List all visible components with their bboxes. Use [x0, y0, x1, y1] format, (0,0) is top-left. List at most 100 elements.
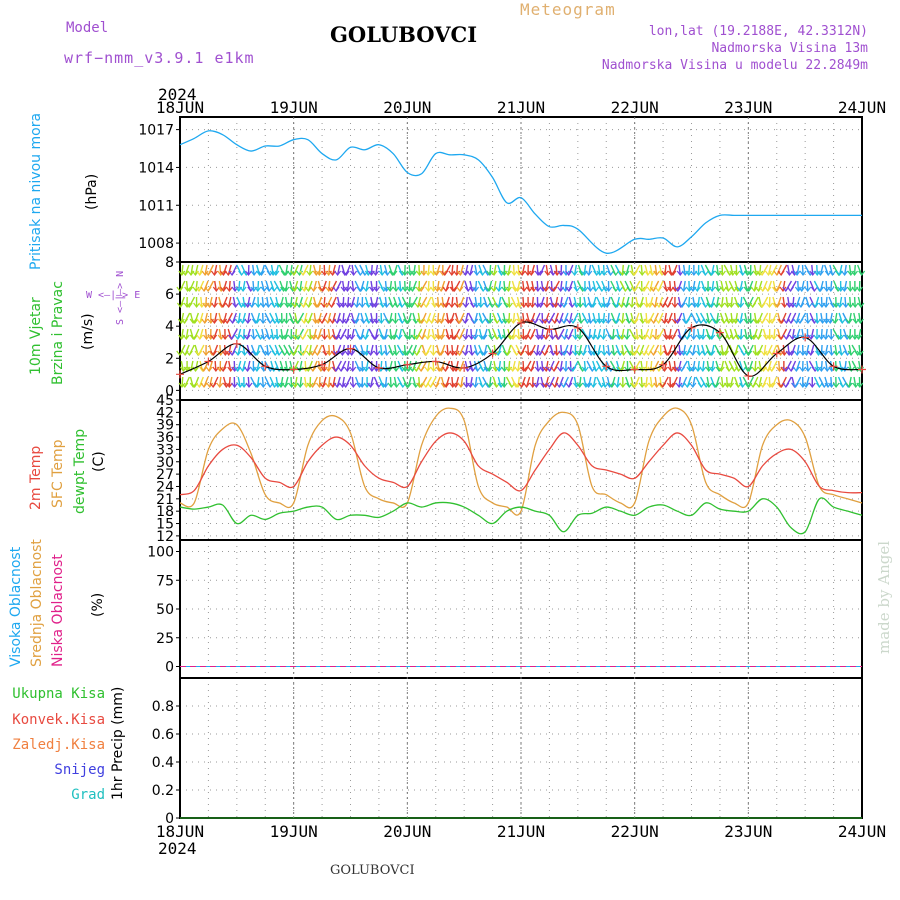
wind-arrow-head — [560, 318, 568, 324]
wind-arrow-head — [299, 302, 307, 308]
wind-arrow-head — [310, 286, 318, 292]
wind-arrow-head — [358, 382, 366, 388]
wind-arrow — [294, 296, 298, 308]
wind-arrow — [848, 376, 852, 388]
wind-arrow — [607, 344, 611, 356]
wind-arrow-head — [638, 270, 646, 276]
wind-arrow-head — [655, 318, 663, 324]
wind-arrow-head — [734, 286, 742, 292]
wind-arrow — [327, 312, 332, 324]
wind-arrow — [825, 360, 828, 372]
wind-arrow-head — [228, 270, 236, 276]
wind-arrow — [384, 328, 388, 340]
wind-arrow-head — [223, 318, 231, 324]
wind-arrow — [849, 296, 852, 308]
wind-arrow — [540, 376, 545, 388]
wind-arrow-head — [624, 366, 632, 372]
wind-arrow-head — [437, 286, 445, 292]
wind-arrow — [744, 328, 748, 340]
wind-arrow — [782, 344, 786, 356]
wind-arrow — [663, 328, 668, 340]
wind-arrow — [436, 296, 440, 308]
wind-arrow-head — [645, 318, 653, 324]
wind-arrow-head — [528, 302, 536, 308]
wind-arrow-head — [731, 350, 739, 356]
wind-arrow — [237, 360, 242, 372]
wind-arrow-head — [705, 318, 713, 324]
wind-arrow-head — [500, 382, 508, 388]
wind-arrow-head — [462, 334, 470, 340]
wind-arrow-head — [478, 334, 486, 340]
wind-arrow — [370, 312, 374, 324]
wind-arrow-head — [782, 382, 790, 388]
wind-arrow-head — [410, 270, 418, 276]
y-tick-label: 24 — [156, 479, 174, 495]
wind-arrow — [720, 280, 725, 292]
wind-arrow-head — [216, 366, 224, 372]
wind-arrow — [204, 328, 208, 340]
wind-arrow — [516, 280, 521, 292]
wind-arrow-head — [247, 286, 255, 292]
wind-arrow-head — [713, 318, 721, 324]
wind-arrow — [536, 264, 539, 276]
wind-arrow — [753, 264, 758, 276]
wind-arrow-head — [779, 286, 787, 292]
wind-arrow — [342, 312, 345, 324]
y-tick-label: 39 — [156, 418, 174, 434]
wind-arrow-head — [509, 318, 517, 324]
wind-arrow — [394, 344, 397, 356]
wind-arrow-head — [413, 334, 421, 340]
wind-arrow-head — [456, 286, 464, 292]
wind-arrow-head — [560, 382, 568, 388]
y-tick-label: 21 — [156, 492, 174, 508]
wind-arrow-head — [764, 286, 772, 292]
wind-arrow-head — [456, 270, 464, 276]
wind-arrow-head — [622, 302, 630, 308]
wind-arrow — [379, 344, 383, 356]
wind-arrow — [222, 376, 228, 388]
wind-arrow-head — [190, 334, 198, 340]
wind-arrow-head — [471, 382, 479, 388]
wind-arrow — [517, 264, 520, 276]
wind-arrow — [825, 328, 828, 340]
wind-arrow-head — [744, 350, 752, 356]
wind-arrow-head — [813, 318, 821, 324]
wind-arrow-head — [828, 350, 836, 356]
wind-arrow-head — [680, 286, 688, 292]
wind-arrow — [640, 264, 643, 276]
wind-arrow-head — [490, 286, 498, 292]
wind-arrow-head — [299, 334, 307, 340]
wind-arrow — [408, 280, 411, 292]
wind-arrow — [327, 264, 331, 276]
wind-arrow — [312, 280, 317, 292]
wind-arrow — [677, 360, 682, 372]
wind-arrow-head — [770, 334, 778, 340]
wind-arrow — [508, 312, 511, 324]
wind-arrow-head — [618, 318, 626, 324]
wind-arrow-head — [305, 350, 313, 356]
wind-arrow — [611, 344, 615, 356]
wind-arrow-head — [259, 382, 267, 388]
wind-arrow — [394, 280, 397, 292]
wind-arrow — [473, 344, 479, 356]
wind-arrow-head — [307, 334, 315, 340]
wind-arrow-head — [804, 286, 812, 292]
wind-arrow — [706, 376, 710, 388]
wind-arrow — [304, 360, 307, 372]
wind-arrow — [697, 360, 700, 372]
wind-arrow-head — [253, 350, 261, 356]
wind-arrow — [787, 296, 791, 308]
wind-arrow-head — [708, 366, 716, 372]
wind-arrow — [853, 376, 857, 388]
wind-arrow — [711, 280, 715, 292]
wind-arrow — [526, 312, 531, 324]
wind-arrow — [725, 296, 729, 308]
wind-arrow-head — [653, 270, 661, 276]
pressure-line — [179, 130, 862, 254]
wind-arrow-head — [504, 286, 512, 292]
wind-arrow-head — [646, 302, 654, 308]
wind-arrow — [266, 296, 270, 308]
wind-arrow — [602, 344, 606, 356]
wind-arrow-head — [659, 382, 667, 388]
wind-arrow-head — [571, 270, 579, 276]
